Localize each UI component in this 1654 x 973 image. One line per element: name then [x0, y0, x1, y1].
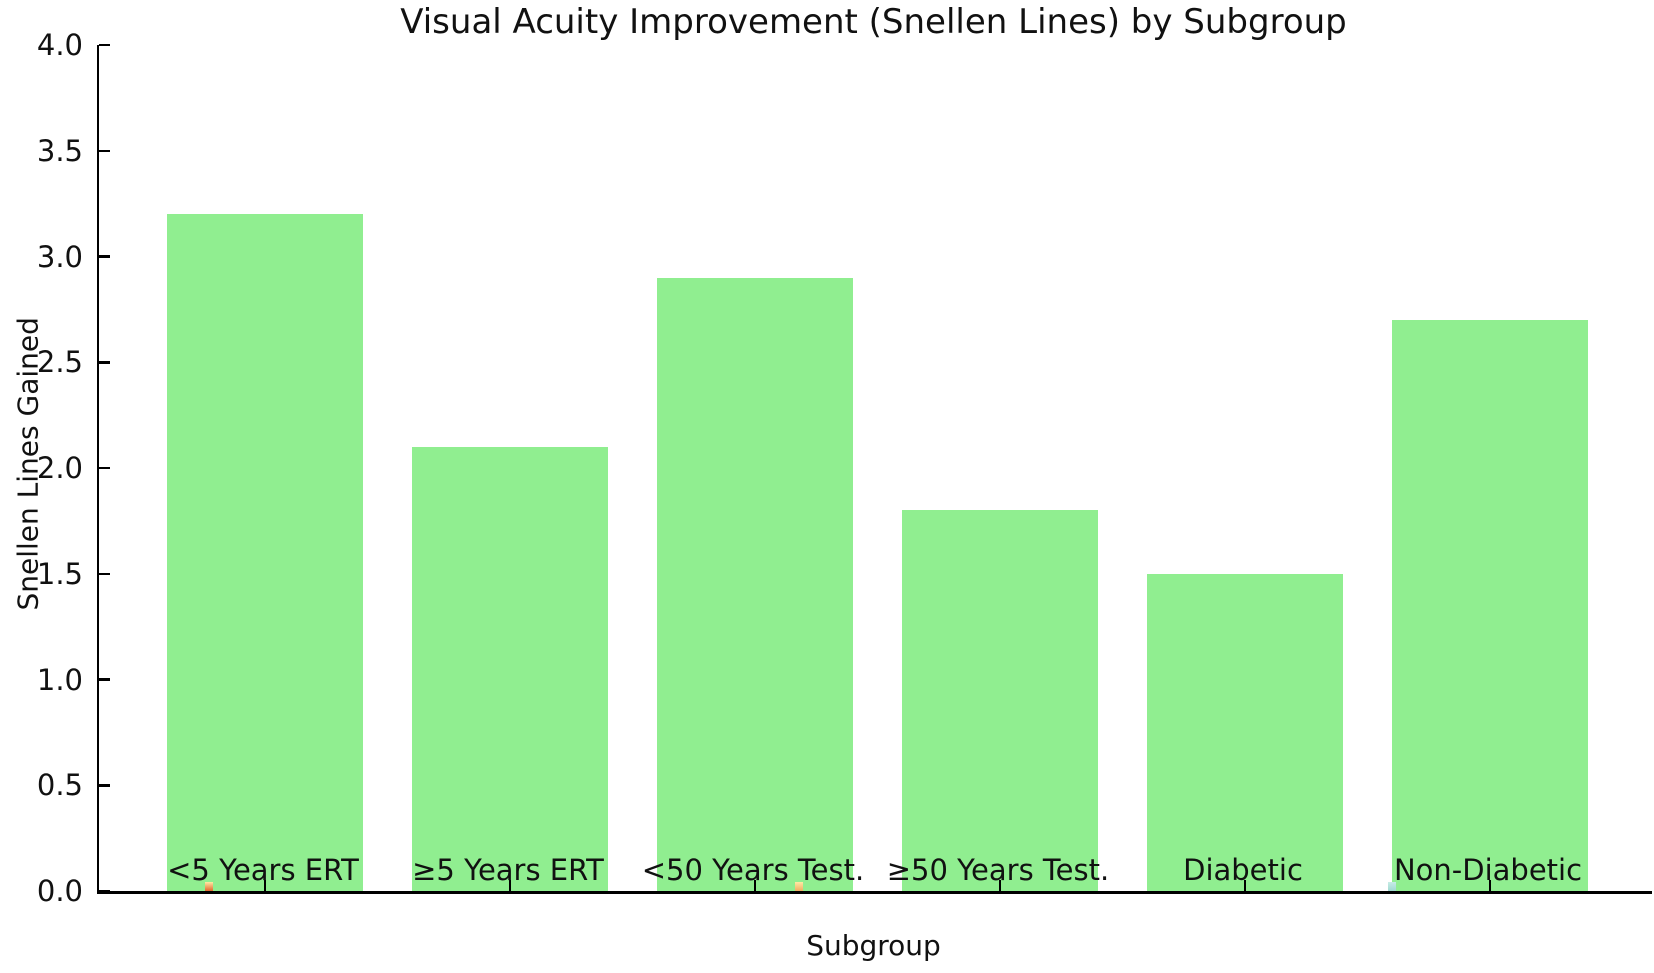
x-axis-label: Subgroup: [806, 929, 941, 962]
y-tick-label-0: 0.0: [36, 874, 83, 908]
y-tick-mark-3: [99, 572, 110, 575]
y-tick-mark-6: [99, 255, 110, 258]
y-tick-label-2: 1.0: [36, 662, 83, 697]
x-tick-mark-5: [1488, 880, 1492, 891]
x-tick-mark-2: [753, 880, 757, 891]
y-tick-label-1: 0.5: [36, 768, 83, 803]
x-tick-label-1: ≥5 Years ERT: [412, 853, 604, 887]
x-tick-mark-1: [508, 880, 512, 891]
y-tick-mark-0: [99, 889, 110, 893]
y-tick-mark-5: [99, 361, 110, 364]
tiny-orange-mark-bar3: [795, 882, 803, 891]
chart-title: Visual Acuity Improvement (Snellen Lines…: [400, 2, 1347, 42]
x-tick-label-0: <5 Years ERT: [167, 853, 359, 887]
bar-2: [657, 277, 853, 891]
y-tick-label-6: 3.0: [36, 239, 83, 274]
y-tick-label-5: 2.5: [36, 345, 83, 380]
x-tick-label-2: <50 Years Test.: [641, 853, 865, 887]
y-tick-mark-7: [99, 149, 110, 152]
x-tick-label-3: ≥50 Years Test.: [886, 853, 1110, 887]
x-tick-label-4: Diabetic: [1183, 853, 1303, 887]
bar-3: [902, 510, 1098, 891]
y-tick-mark-8: [99, 43, 110, 47]
x-tick-mark-0: [263, 880, 267, 891]
x-tick-mark-3: [998, 880, 1002, 891]
tiny-cyan-mark-bar6: [1388, 882, 1396, 891]
y-tick-label-3: 1.5: [36, 556, 83, 591]
plot-area: 0.0 0.5 1.0 1.5 2.0 2.5 3.0 3.5 4.0: [37, 28, 1652, 908]
tiny-orange-mark-bar1: [205, 882, 213, 891]
x-tick-mark-4: [1243, 880, 1247, 891]
bar-4: [1147, 573, 1343, 891]
y-tick-label-7: 3.5: [36, 133, 83, 168]
y-tick-label-8: 4.0: [36, 28, 83, 62]
bar-0: [167, 214, 363, 891]
y-tick-label-4: 2.0: [36, 451, 83, 485]
y-tick-mark-4: [99, 466, 110, 470]
x-tick-label-5: Non-Diabetic: [1393, 853, 1583, 887]
y-tick-mark-1: [99, 784, 110, 787]
y-tick-mark-2: [99, 678, 110, 681]
bar-5: [1392, 319, 1588, 891]
bar-1: [412, 446, 608, 891]
